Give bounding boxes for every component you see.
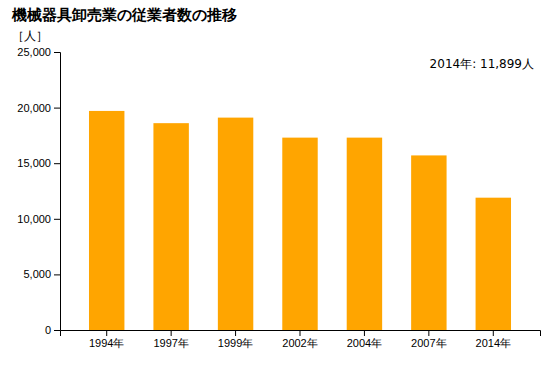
bar [411,155,446,330]
bar [282,138,317,330]
bar [476,198,511,330]
y-tick-label: 5,000 [23,268,51,280]
y-tick: 25,000 [17,46,60,58]
y-tick-mark [54,330,60,331]
x-tick-label: 2004年 [347,337,382,349]
y-tick-label: 20,000 [17,102,51,114]
y-tick-label: 0 [45,324,51,336]
y-tick: 10,000 [17,213,60,225]
y-axis: 0 5,000 10,000 15,000 20,000 25,000 [17,46,60,336]
x-tick-mark [493,330,494,336]
chart-container: 0 5,000 10,000 15,000 20,000 25,000 1994年 1997年… [0,0,560,366]
plot-area: 0 5,000 10,000 15,000 20,000 25,000 1994年 1997年… [17,46,540,349]
y-tick-label: 25,000 [17,46,51,58]
x-tick-mark [364,330,365,336]
x-tick-label: 2007年 [411,337,446,349]
y-tick: 5,000 [23,268,60,280]
x-axis: 1994年 1997年 1999年 2002年 2004年 2007年 2014年 [61,330,541,349]
x-tick-mark [428,330,429,336]
y-tick: 20,000 [17,102,60,114]
x-tick-label: 2014年 [476,337,511,349]
x-tick: 2007年 [411,330,446,349]
y-tick-mark [54,52,60,53]
x-tick: 1999年 [218,330,253,349]
x-tick: 2014年 [476,330,511,349]
bar [347,138,382,330]
x-tick: 2004年 [347,330,382,349]
bar [218,118,253,330]
x-tick-mark [171,330,172,336]
y-tick-label: 10,000 [17,213,51,225]
x-axis-line [61,331,541,337]
x-tick: 2002年 [282,330,317,349]
x-tick-mark [300,330,301,336]
x-tick-label: 2002年 [282,337,317,349]
y-tick: 15,000 [17,157,60,169]
y-tick: 0 [45,324,60,336]
y-tick-mark [54,219,60,220]
x-tick: 1997年 [153,330,188,349]
chart-svg: 0 5,000 10,000 15,000 20,000 25,000 1994年 1997年… [0,0,560,366]
x-tick-mark [106,330,107,336]
bar [89,111,124,330]
y-tick-mark [54,108,60,109]
x-tick: 1994年 [89,330,124,349]
title: 機械器具卸売業の従業者数の推移 [11,6,237,24]
y-axis-label: ［人］ [12,29,48,43]
y-tick-label: 15,000 [17,157,51,169]
y-axis-line [54,53,61,331]
annotation: 2014年: 11,899人 [430,57,534,71]
bars [89,111,511,330]
x-tick-label: 1999年 [218,337,253,349]
x-tick-mark [235,330,236,336]
x-tick-label: 1994年 [89,337,124,349]
bar [153,123,188,330]
y-tick-mark [54,274,60,275]
x-tick-label: 1997年 [153,337,188,349]
y-tick-mark [54,163,60,164]
